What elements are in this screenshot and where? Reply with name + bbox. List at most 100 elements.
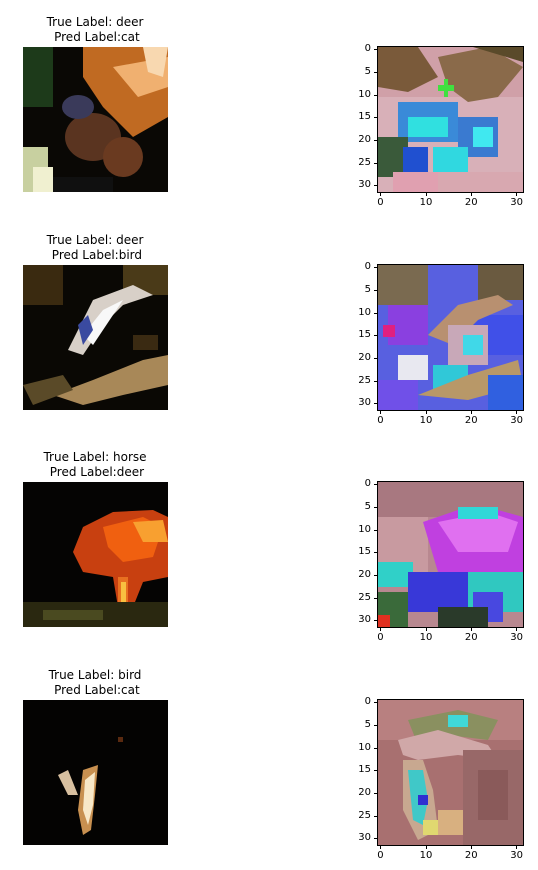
- saliency-map: [377, 264, 524, 411]
- y-tick-label: 30: [358, 179, 371, 191]
- x-tick-label: 20: [464, 415, 478, 426]
- y-tick-label: 5: [364, 500, 371, 512]
- true-label: True Label: deer: [46, 233, 144, 247]
- figure-row-1: True Label: deer Pred Label:cat: [0, 0, 538, 217]
- y-tick-mark: [374, 185, 378, 187]
- y-tick-mark: [374, 815, 378, 817]
- y-tick-label: 10: [358, 306, 371, 318]
- y-tick-mark: [374, 139, 378, 141]
- x-tick-label: 0: [377, 850, 384, 861]
- x-tick-label: 10: [419, 197, 433, 208]
- y-tick-label: 25: [358, 374, 371, 386]
- y-tick-label: 20: [358, 786, 371, 798]
- input-image: [23, 700, 168, 845]
- saliency-map: [377, 699, 524, 846]
- y-tick-mark: [374, 747, 378, 749]
- y-tick-label: 25: [358, 809, 371, 821]
- x-tick-label: 10: [419, 632, 433, 643]
- y-tick-mark: [374, 724, 378, 726]
- y-tick-mark: [374, 162, 378, 164]
- y-tick-label: 30: [358, 614, 371, 626]
- y-tick-mark: [374, 289, 378, 291]
- x-tick-mark: [516, 627, 518, 631]
- y-tick-mark: [374, 792, 378, 794]
- y-tick-label: 15: [358, 329, 371, 341]
- x-tick-label: 0: [377, 415, 384, 426]
- x-tick-mark: [425, 192, 427, 196]
- y-tick-label: 10: [358, 523, 371, 535]
- x-tick-label: 20: [464, 197, 478, 208]
- y-tick-label: 30: [358, 397, 371, 409]
- figure-row-4: True Label: bird Pred Label:cat: [0, 653, 538, 870]
- y-tick-label: 20: [358, 133, 371, 145]
- y-tick-label: 20: [358, 568, 371, 580]
- x-tick-label: 20: [464, 632, 478, 643]
- panel-title: True Label: deer Pred Label:cat: [22, 15, 168, 45]
- y-tick-mark: [374, 484, 378, 486]
- x-tick-mark: [425, 845, 427, 849]
- x-tick-mark: [516, 410, 518, 414]
- panel-title: True Label: deer Pred Label:bird: [22, 233, 168, 263]
- y-tick-mark: [374, 506, 378, 508]
- y-tick-label: 15: [358, 546, 371, 558]
- figure-row-2: True Label: deer Pred Label:bird: [0, 218, 538, 435]
- x-tick-mark: [425, 627, 427, 631]
- pred-label: Pred Label:deer: [45, 465, 145, 479]
- y-tick-label: 0: [364, 696, 371, 708]
- y-tick-mark: [374, 267, 378, 269]
- x-tick-mark: [425, 410, 427, 414]
- y-tick-mark: [374, 552, 378, 554]
- y-tick-mark: [374, 403, 378, 405]
- y-tick-mark: [374, 838, 378, 840]
- y-tick-label: 5: [364, 65, 371, 77]
- x-tick-label: 30: [510, 632, 523, 643]
- x-tick-label: 10: [419, 415, 433, 426]
- x-tick-mark: [470, 410, 472, 414]
- y-tick-label: 25: [358, 591, 371, 603]
- x-tick-mark: [380, 627, 382, 631]
- x-tick-label: 0: [377, 632, 384, 643]
- y-tick-mark: [374, 620, 378, 622]
- x-tick-mark: [380, 192, 382, 196]
- x-tick-mark: [380, 410, 382, 414]
- saliency-map: [377, 481, 524, 628]
- pred-label: Pred Label:cat: [50, 30, 140, 44]
- y-tick-label: 5: [364, 718, 371, 730]
- y-tick-mark: [374, 529, 378, 531]
- y-tick-mark: [374, 702, 378, 704]
- y-tick-label: 30: [358, 832, 371, 844]
- pred-label: Pred Label:bird: [47, 248, 143, 262]
- y-tick-mark: [374, 574, 378, 576]
- y-tick-label: 10: [358, 741, 371, 753]
- y-tick-label: 15: [358, 764, 371, 776]
- y-tick-label: 0: [364, 478, 371, 490]
- figure-row-3: True Label: horse Pred Label:deer: [0, 435, 538, 652]
- y-tick-mark: [374, 380, 378, 382]
- input-image: [23, 47, 168, 192]
- x-tick-mark: [516, 845, 518, 849]
- x-tick-mark: [516, 192, 518, 196]
- saliency-map: [377, 46, 524, 193]
- x-tick-label: 30: [510, 197, 523, 208]
- true-label: True Label: horse: [43, 450, 147, 464]
- true-label: True Label: deer: [46, 15, 144, 29]
- y-tick-mark: [374, 312, 378, 314]
- y-tick-label: 15: [358, 111, 371, 123]
- y-tick-label: 10: [358, 88, 371, 100]
- x-tick-mark: [470, 192, 472, 196]
- input-image: [23, 265, 168, 410]
- y-tick-mark: [374, 335, 378, 337]
- y-tick-mark: [374, 49, 378, 51]
- x-tick-label: 10: [419, 850, 433, 861]
- y-tick-label: 0: [364, 43, 371, 55]
- y-tick-mark: [374, 94, 378, 96]
- y-tick-mark: [374, 357, 378, 359]
- x-tick-label: 0: [377, 197, 384, 208]
- y-tick-label: 5: [364, 283, 371, 295]
- x-tick-label: 30: [510, 850, 523, 861]
- x-tick-mark: [470, 627, 472, 631]
- y-tick-mark: [374, 770, 378, 772]
- input-image: [23, 482, 168, 627]
- panel-title: True Label: horse Pred Label:deer: [22, 450, 168, 480]
